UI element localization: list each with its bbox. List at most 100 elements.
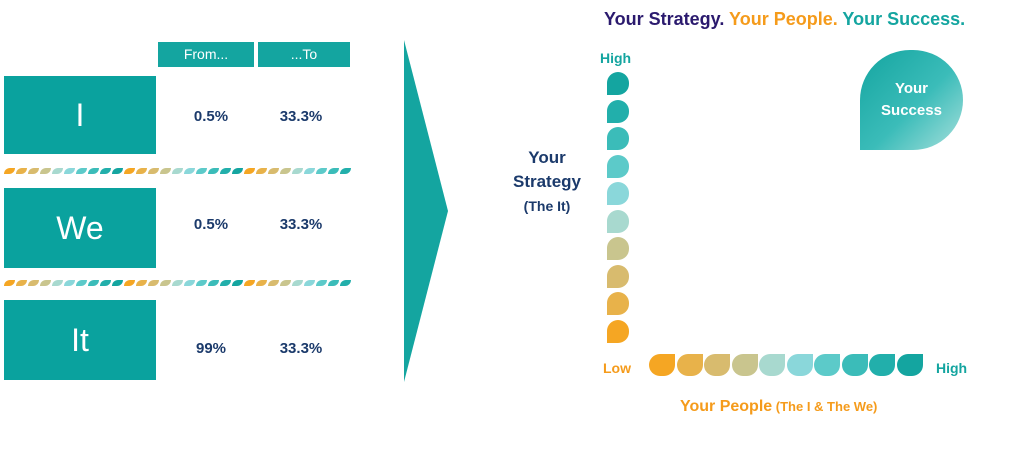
row-label-i: I: [4, 76, 156, 154]
divider-dash: [124, 280, 135, 286]
divider-dash: [136, 168, 147, 174]
divider-dash: [292, 168, 303, 174]
divider-dash: [112, 280, 123, 286]
row-i-to: 33.3%: [279, 108, 323, 125]
x-axis-drop: [786, 354, 813, 376]
y-axis-drop: [607, 182, 629, 205]
divider-dash: [196, 280, 207, 286]
divider-dash: [148, 280, 159, 286]
x-axis-drop: [676, 354, 703, 376]
x-axis-drop: [841, 354, 868, 376]
divider-dash: [76, 280, 87, 286]
y-axis-low-label: Low: [603, 360, 631, 376]
chevron-arrow: [404, 40, 448, 382]
y-axis-drop: [607, 154, 629, 178]
x-axis-high-label: High: [936, 360, 968, 376]
row-i-from: 0.5%: [193, 108, 229, 125]
row-we-to: 33.3%: [279, 216, 323, 233]
divider-dash: [256, 168, 267, 174]
header-to: ...To: [258, 42, 350, 67]
divider-dash: [256, 280, 267, 286]
divider-dash: [220, 280, 231, 286]
headline: Your Strategy. Your People. Your Success…: [604, 9, 965, 30]
x-axis-drop: [896, 354, 923, 376]
row-label-text: We: [56, 210, 104, 246]
divider-dash: [280, 280, 291, 286]
divider-dash: [16, 168, 27, 174]
divider-dash: [340, 280, 351, 286]
divider-dash: [184, 280, 195, 286]
y-axis-drop: [607, 72, 629, 95]
divider-dash: [76, 168, 87, 174]
y-axis-title-line1: Your Strategy: [512, 148, 582, 191]
divider-dash: [172, 280, 183, 286]
divider-dash: [208, 168, 219, 174]
divider-dash: [40, 168, 51, 174]
divider-dash: [160, 168, 171, 174]
row-label-it: It: [4, 300, 156, 380]
success-bubble-text: Your Success: [881, 80, 942, 119]
divider-dash: [316, 168, 327, 174]
divider-dash: [88, 168, 99, 174]
divider-dashes: [4, 168, 351, 174]
divider-dash: [28, 280, 39, 286]
divider-dash: [208, 280, 219, 286]
x-axis-title: Your People (The I & The We): [680, 398, 877, 416]
divider-dash: [100, 168, 111, 174]
y-axis-drop: [607, 127, 629, 150]
divider-dash: [160, 280, 171, 286]
x-axis-drop: [759, 354, 785, 376]
header-from: From...: [158, 42, 254, 67]
divider-dash: [268, 168, 279, 174]
headline-strategy: Your Strategy.: [604, 9, 725, 29]
divider-dash: [328, 280, 339, 286]
divider-dash: [40, 280, 51, 286]
divider-dash: [196, 168, 207, 174]
divider-dash: [64, 168, 75, 174]
divider-dash: [268, 280, 279, 286]
divider-dash: [304, 168, 315, 174]
headline-success: Your Success.: [837, 9, 966, 29]
row-it-from: 99%: [195, 340, 227, 357]
divider-dash: [232, 168, 243, 174]
divider-dash: [28, 168, 39, 174]
divider-dash: [4, 168, 15, 174]
divider-dash: [280, 168, 291, 174]
divider-dash: [52, 280, 63, 286]
divider-dash: [124, 168, 135, 174]
divider-dash: [316, 280, 327, 286]
divider-dash: [232, 280, 243, 286]
divider-dash: [244, 280, 255, 286]
row-we-from: 0.5%: [193, 216, 229, 233]
x-axis-title-main: Your People: [680, 398, 773, 415]
divider-dash: [220, 168, 231, 174]
headline-people: Your People.: [724, 9, 838, 29]
y-axis-drop: [607, 209, 629, 233]
divider-dash: [244, 168, 255, 174]
y-axis-drop: [607, 319, 629, 343]
row-label-text: It: [71, 322, 89, 358]
x-axis-drop: [649, 354, 675, 376]
divider-dash: [112, 168, 123, 174]
x-axis-drop: [731, 354, 758, 376]
x-axis-drop: [814, 354, 840, 376]
divider-dash: [16, 280, 27, 286]
success-bubble: Your Success: [860, 50, 963, 150]
y-axis-high-label: High: [600, 50, 632, 66]
divider-dashes: [4, 280, 351, 286]
divider-dash: [88, 280, 99, 286]
y-axis-drop: [607, 292, 629, 315]
divider-dash: [172, 168, 183, 174]
row-label-text: I: [75, 97, 85, 133]
x-axis-subtitle: (The I & The We): [772, 399, 878, 414]
y-axis-title: Your Strategy (The It): [500, 146, 594, 218]
y-axis-drop: [607, 99, 629, 123]
divider-dash: [292, 280, 303, 286]
x-axis-drop: [704, 354, 730, 376]
row-it-to: 33.3%: [279, 340, 323, 357]
row-label-we: We: [4, 188, 156, 268]
divider-dash: [340, 168, 351, 174]
divider-dash: [328, 168, 339, 174]
y-axis-drop: [607, 237, 629, 260]
divider-dash: [52, 168, 63, 174]
